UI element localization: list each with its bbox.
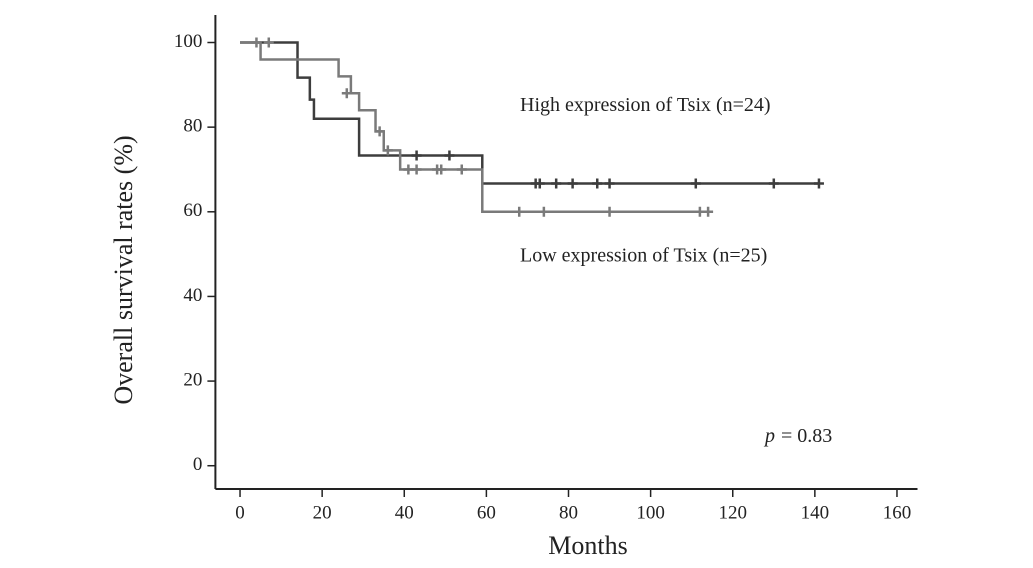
censor-mark	[551, 178, 562, 189]
censor-mark	[813, 178, 824, 189]
censor-mark	[436, 164, 447, 175]
y-tick-label: 100	[174, 31, 203, 52]
survival-curve	[240, 41, 819, 185]
x-tick-label: 140	[801, 502, 830, 523]
y-tick-label: 80	[183, 116, 202, 137]
censor-mark	[514, 206, 525, 217]
censor-mark	[411, 164, 422, 175]
series-label: Low expression of Tsix (n=25)	[520, 244, 767, 266]
censor-mark	[768, 178, 779, 189]
y-tick-label: 60	[183, 200, 202, 221]
censor-mark	[567, 178, 578, 189]
censor-mark	[251, 37, 262, 48]
p-symbol: p	[763, 425, 775, 447]
x-tick-label: 120	[718, 502, 747, 523]
x-axis-title: Months	[548, 531, 627, 560]
y-axis-title: Overall survival rates (%)	[109, 135, 138, 404]
series-label: High expression of Tsix (n=24)	[520, 94, 771, 116]
censor-mark	[382, 145, 393, 156]
survival-curve	[240, 41, 709, 214]
censor-mark	[592, 178, 603, 189]
censor-mark	[534, 178, 545, 189]
censor-mark	[604, 206, 615, 217]
x-tick-label: 100	[636, 502, 665, 523]
p-text: = 0.83	[781, 425, 832, 447]
censor-mark	[341, 88, 352, 99]
x-tick-label: 20	[313, 502, 332, 523]
censor-mark	[703, 206, 714, 217]
x-tick-label: 0	[235, 502, 245, 523]
censor-mark	[690, 178, 701, 189]
y-tick-label: 20	[183, 369, 202, 390]
censor-mark	[456, 164, 467, 175]
censor-mark	[444, 150, 455, 161]
x-tick-label: 160	[883, 502, 912, 523]
censor-mark	[263, 37, 274, 48]
censor-mark	[411, 150, 422, 161]
censor-mark	[374, 126, 385, 137]
censor-mark	[538, 206, 549, 217]
y-tick-label: 40	[183, 285, 202, 306]
y-tick-label: 0	[193, 454, 203, 475]
x-tick-label: 40	[395, 502, 414, 523]
censor-mark	[604, 178, 615, 189]
x-tick-label: 60	[477, 502, 496, 523]
x-tick-label: 80	[559, 502, 578, 523]
p-value: p = 0.83	[763, 425, 832, 447]
